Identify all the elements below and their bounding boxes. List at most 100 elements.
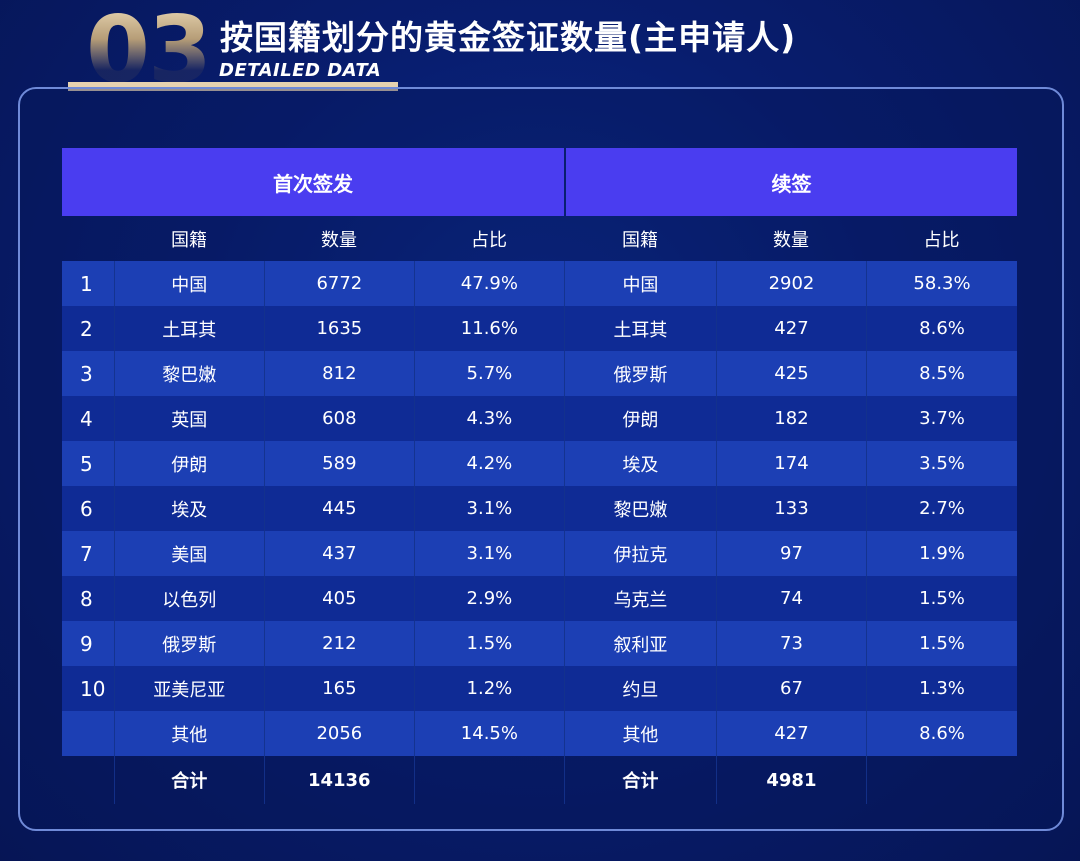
- share-cell: 2.9%: [413, 576, 564, 621]
- count-cell: 1635: [263, 306, 414, 351]
- renewal-count-cell: 73: [715, 621, 866, 666]
- renewal-nationality-cell: 其他: [563, 711, 716, 756]
- table-body: 1 中国 6772 47.9% 中国 2902 58.3% 2 土耳其 1635 11.6% 土耳其 4…: [62, 261, 1018, 756]
- nationality-cell: 黎巴嫩: [113, 351, 264, 396]
- total-label-first: 合计: [113, 756, 264, 804]
- section-header: 03 按国籍划分的黄金签证数量(主申请人) DETAILED DATA: [0, 0, 1080, 95]
- renewal-count-cell: 74: [715, 576, 866, 621]
- total-value-first: 14136: [263, 756, 414, 804]
- nationality-cell: 土耳其: [113, 306, 264, 351]
- total-empty-renewal: [865, 756, 1017, 804]
- renewal-share-cell: 1.9%: [866, 531, 1018, 576]
- count-cell: 212: [263, 621, 414, 666]
- table-row: 9 俄罗斯 212 1.5% 叙利亚 73 1.5%: [62, 621, 1018, 666]
- column-header-count: 数量: [773, 229, 809, 251]
- renewal-count-cell: 174: [715, 441, 866, 486]
- total-row: 合计 14136 合计 4981: [62, 756, 1017, 804]
- table-row: 4 英国 608 4.3% 伊朗 182 3.7%: [62, 396, 1018, 441]
- table-row: 其他 2056 14.5% 其他 427 8.6%: [62, 711, 1018, 756]
- nationality-cell: 其他: [113, 711, 264, 756]
- count-cell: 6772: [263, 261, 414, 306]
- group-header-row: 首次签发 续签: [62, 148, 1017, 216]
- column-header-nationality: 国籍: [171, 229, 207, 251]
- group-header-first-issue: 首次签发: [62, 148, 564, 216]
- renewal-nationality-cell: 叙利亚: [563, 621, 716, 666]
- share-cell: 47.9%: [413, 261, 564, 306]
- share-cell: 5.7%: [413, 351, 564, 396]
- share-cell: 11.6%: [413, 306, 564, 351]
- rank-cell: 3: [62, 351, 114, 396]
- table-row: 10 亚美尼亚 165 1.2% 约旦 67 1.3%: [62, 666, 1018, 711]
- nationality-cell: 美国: [113, 531, 264, 576]
- count-cell: 437: [263, 531, 414, 576]
- count-cell: 812: [263, 351, 414, 396]
- renewal-share-cell: 1.3%: [866, 666, 1018, 711]
- renewal-share-cell: 2.7%: [866, 486, 1018, 531]
- rank-cell: 8: [62, 576, 114, 621]
- column-header-count: 数量: [321, 229, 357, 251]
- share-cell: 1.5%: [413, 621, 564, 666]
- nationality-cell: 埃及: [113, 486, 264, 531]
- table-row: 1 中国 6772 47.9% 中国 2902 58.3%: [62, 261, 1018, 306]
- count-cell: 589: [263, 441, 414, 486]
- section-number: 03: [86, 4, 211, 82]
- count-cell: 405: [263, 576, 414, 621]
- renewal-nationality-cell: 俄罗斯: [563, 351, 716, 396]
- rank-cell: 5: [62, 441, 114, 486]
- table-row: 6 埃及 445 3.1% 黎巴嫩 133 2.7%: [62, 486, 1018, 531]
- count-cell: 2056: [263, 711, 414, 756]
- renewal-count-cell: 133: [715, 486, 866, 531]
- column-header-row: 国籍 数量 占比 国籍 数量 占比: [62, 216, 1017, 261]
- renewal-share-cell: 3.7%: [866, 396, 1018, 441]
- renewal-count-cell: 2902: [715, 261, 866, 306]
- renewal-nationality-cell: 中国: [563, 261, 716, 306]
- rank-cell: 10: [62, 666, 114, 711]
- renewal-count-cell: 425: [715, 351, 866, 396]
- table-row: 8 以色列 405 2.9% 乌克兰 74 1.5%: [62, 576, 1018, 621]
- renewal-nationality-cell: 黎巴嫩: [563, 486, 716, 531]
- table-row: 5 伊朗 589 4.2% 埃及 174 3.5%: [62, 441, 1018, 486]
- count-cell: 165: [263, 666, 414, 711]
- share-cell: 4.3%: [413, 396, 564, 441]
- renewal-share-cell: 8.6%: [866, 711, 1018, 756]
- page-title: 按国籍划分的黄金签证数量(主申请人): [220, 18, 797, 57]
- count-cell: 608: [263, 396, 414, 441]
- golden-visa-table: 首次签发 续签 国籍 数量 占比 国籍 数量 占比 1 中国 6772 47.9% 中国…: [62, 148, 1018, 804]
- nationality-cell: 亚美尼亚: [113, 666, 264, 711]
- share-cell: 3.1%: [413, 531, 564, 576]
- renewal-share-cell: 1.5%: [866, 576, 1018, 621]
- renewal-nationality-cell: 土耳其: [563, 306, 716, 351]
- renewal-share-cell: 58.3%: [866, 261, 1018, 306]
- share-cell: 3.1%: [413, 486, 564, 531]
- renewal-share-cell: 3.5%: [866, 441, 1018, 486]
- column-header-rank: [62, 216, 114, 261]
- page-subtitle: DETAILED DATA: [219, 60, 382, 81]
- total-label-renewal: 合计: [563, 756, 716, 804]
- total-empty-first: [413, 756, 564, 804]
- renewal-share-cell: 1.5%: [866, 621, 1018, 666]
- table-row: 2 土耳其 1635 11.6% 土耳其 427 8.6%: [62, 306, 1018, 351]
- renewal-nationality-cell: 埃及: [563, 441, 716, 486]
- title-underline: [68, 82, 398, 91]
- column-header-share: 占比: [923, 229, 960, 251]
- renewal-nationality-cell: 伊朗: [563, 396, 716, 441]
- rank-cell: 6: [62, 486, 114, 531]
- rank-cell: 2: [62, 306, 114, 351]
- renewal-count-cell: 182: [715, 396, 866, 441]
- total-value-renewal: 4981: [715, 756, 866, 804]
- share-cell: 1.2%: [413, 666, 564, 711]
- renewal-share-cell: 8.5%: [866, 351, 1018, 396]
- renewal-share-cell: 8.6%: [866, 306, 1018, 351]
- share-cell: 4.2%: [413, 441, 564, 486]
- nationality-cell: 俄罗斯: [113, 621, 264, 666]
- nationality-cell: 以色列: [113, 576, 264, 621]
- renewal-nationality-cell: 乌克兰: [563, 576, 716, 621]
- share-cell: 14.5%: [413, 711, 564, 756]
- table-row: 3 黎巴嫩 812 5.7% 俄罗斯 425 8.5%: [62, 351, 1018, 396]
- renewal-count-cell: 427: [715, 306, 866, 351]
- rank-cell: 4: [62, 396, 114, 441]
- renewal-nationality-cell: 约旦: [563, 666, 716, 711]
- renewal-nationality-cell: 伊拉克: [563, 531, 716, 576]
- table-row: 7 美国 437 3.1% 伊拉克 97 1.9%: [62, 531, 1018, 576]
- total-rank-cell: [62, 756, 114, 804]
